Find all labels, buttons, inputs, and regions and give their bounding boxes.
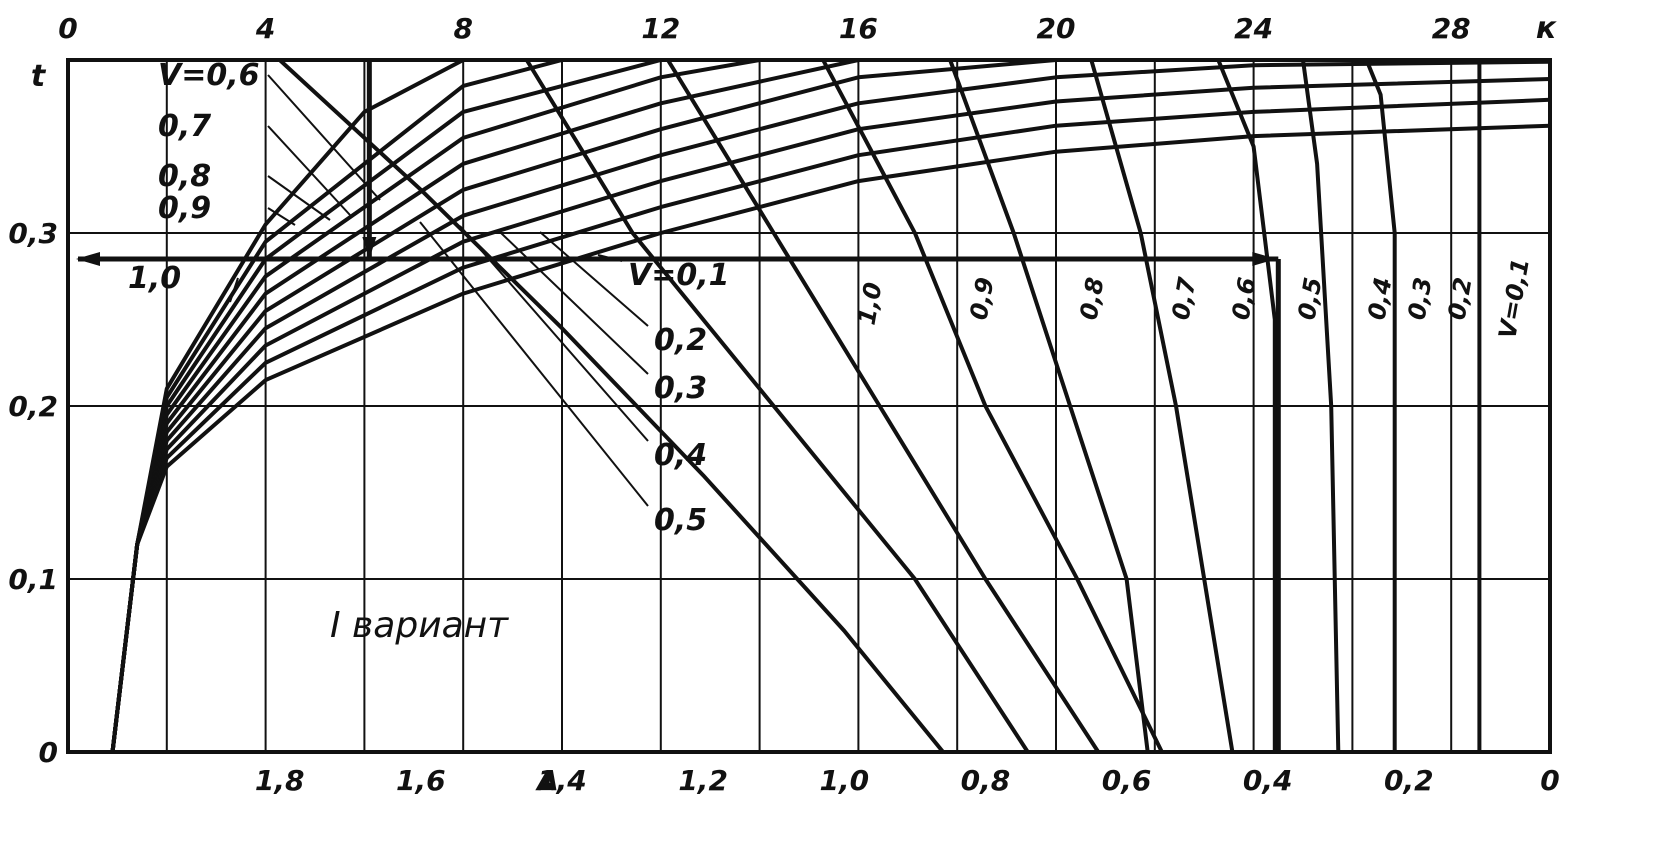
rising-curve-leader [459,225,649,442]
t-tick-label: 0,2 [8,390,58,423]
rising-curve-label: 1,0 [128,261,181,296]
t-tick-label: 0,1 [8,563,58,596]
rising-curve-label: V=0,1 [628,258,730,293]
plot-frame [66,58,1552,754]
rising-curve-leader [267,125,351,216]
curve-falling [666,58,1100,754]
top-k-tick-label: 20 [1037,12,1076,45]
rising-curve-label: 0,5 [654,503,707,538]
top-k-tick-label: 16 [839,12,878,45]
arrowhead-left [76,251,100,266]
curve-falling [821,59,1164,753]
curve-falling [1089,59,1235,753]
falling-curve-label: 0,7 [1167,275,1202,322]
top-k-tick-label: 28 [1432,12,1471,45]
rising-curve-leader [539,231,649,327]
a-tick-label: 1,8 [255,764,305,797]
a-tick-label: 1,0 [819,764,869,797]
a-tick-label: 0,6 [1102,764,1152,797]
a-tick-label: 1,6 [396,764,446,797]
rising-curve-leader [597,254,623,262]
falling-curve-label: 0,9 [965,275,1000,322]
a-tick-label: 0 [1540,764,1559,797]
top-k-axis-label: к [1536,11,1557,46]
curve-falling [948,59,1150,753]
top-k-tick-label: 0 [58,12,77,45]
a-tick-label: 0,4 [1243,764,1293,797]
rising-curve-label: 0,4 [654,438,707,473]
rising-curve-leader [419,221,649,507]
a-tick-label: 1,2 [678,764,728,797]
rising-curve-leader [499,231,649,375]
falling-curve-label: 0,2 [1443,275,1478,322]
rising-curve-label: V=0,6 [158,58,260,93]
a-axis-label: A [535,764,559,797]
rising-curve-label: 0,9 [158,191,211,226]
grid [67,60,1551,752]
variant-annotation: I вариант [330,605,509,646]
falling-curve-label: 0,3 [1403,275,1438,322]
curve-falling [1216,59,1277,752]
top-k-tick-label: 4 [255,12,275,45]
top-k-tick-label: 8 [453,12,472,45]
curve-falling [1364,59,1397,752]
arrowhead-right [1252,251,1277,266]
rising-curve-leader [267,207,296,226]
a-tick-label: 0,8 [961,764,1011,797]
curve-rising [110,58,465,753]
rising-curve-label: 0,2 [654,323,707,358]
rising-curve-label: 0,3 [654,371,707,406]
a-tick-label: 0,2 [1384,764,1434,797]
t-axis-label: t [31,59,47,94]
curve-falling [1301,59,1341,753]
rising-curve-label: 0,7 [158,109,211,144]
curves-falling [278,58,1482,754]
falling-curve-label: 0,4 [1363,275,1398,322]
rising-curve-leader [267,175,331,221]
rising-curve-label: 0,8 [158,159,211,194]
falling-curve-label: 1,0 [853,280,888,327]
rising-curve-leader [229,277,239,303]
falling-curve-label: 0,6 [1227,275,1262,322]
curve-falling [278,58,945,754]
curves-rising [110,58,1551,753]
series-labels: V=0,10,20,30,40,5V=0,60,70,80,91,01,0 0,9… [128,58,1535,538]
falling-curve-label: 0,8 [1075,275,1110,322]
t-tick-label: 0 [39,736,58,769]
rising-curve-leader [267,74,381,201]
curve-falling [524,58,1030,754]
t-tick-label: 0,3 [8,217,58,250]
falling-curve-label: 0,5 [1293,275,1328,322]
falling-curve-label: V=0,1 [1493,256,1535,341]
a-tick-label: 1,4 [537,764,587,797]
top-k-tick-label: 24 [1234,12,1273,45]
top-k-tick-label: 12 [641,12,680,45]
